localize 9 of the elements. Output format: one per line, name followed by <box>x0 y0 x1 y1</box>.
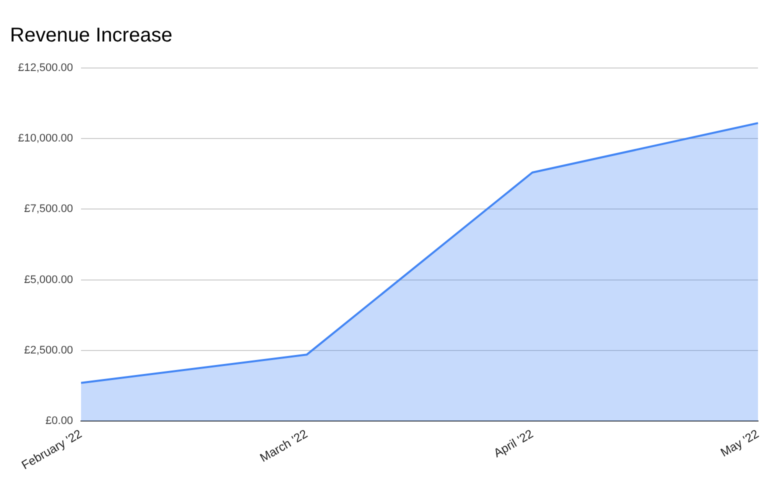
x-tick-label: May '22 <box>718 426 762 460</box>
y-tick-label: £7,500.00 <box>24 203 74 216</box>
y-tick-label: £0.00 <box>46 415 74 428</box>
x-tick-label: April '22 <box>491 426 536 460</box>
y-tick-label: £5,000.00 <box>24 274 74 286</box>
y-tick-label: £12,500.00 <box>18 62 74 74</box>
y-tick-label: £2,500.00 <box>24 344 74 356</box>
y-tick-label: £10,000.00 <box>18 132 74 145</box>
chart-title: Revenue Increase <box>10 24 172 47</box>
